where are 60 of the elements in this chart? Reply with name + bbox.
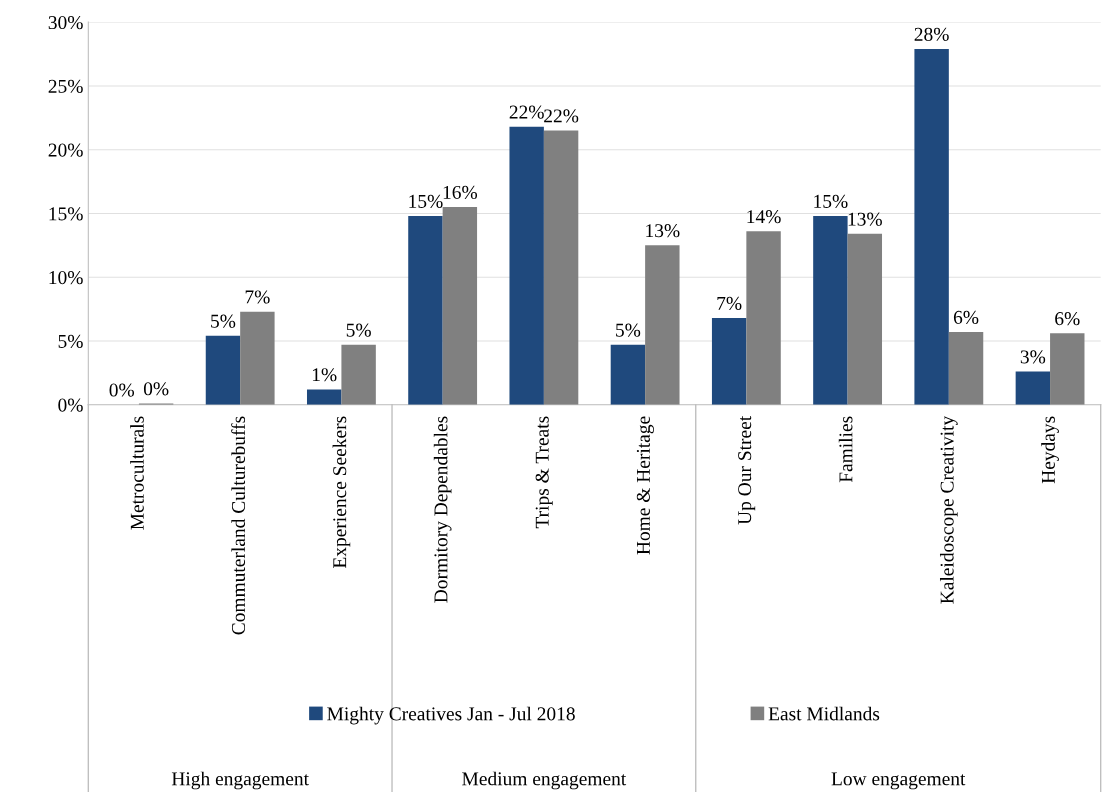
data-label: 3% xyxy=(1020,350,1046,364)
data-label: 15% xyxy=(814,194,848,208)
bar xyxy=(813,215,848,405)
data-label: 5% xyxy=(616,323,641,337)
data-label: 15% xyxy=(409,194,443,208)
x-tick-label: Metroculturals xyxy=(130,416,144,530)
data-label: 22% xyxy=(544,109,579,123)
data-label: 5% xyxy=(211,314,236,328)
x-tick-label: Experience Seekers xyxy=(332,416,351,569)
bar xyxy=(341,344,376,405)
y-tick-label: 30% xyxy=(48,15,83,30)
text: Medium engagement xyxy=(462,771,627,790)
bar xyxy=(645,245,680,405)
bar xyxy=(847,233,883,405)
data-label: 6% xyxy=(953,310,979,324)
data-label: 6% xyxy=(1055,312,1080,326)
bar xyxy=(610,344,646,405)
data-label: 0% xyxy=(109,383,135,397)
bar xyxy=(306,389,342,405)
bar xyxy=(1015,371,1051,405)
text: Low engagement xyxy=(831,772,966,790)
bar xyxy=(240,311,275,405)
bar xyxy=(509,126,544,405)
data-label: 13% xyxy=(848,212,882,226)
bar xyxy=(543,130,579,405)
x-tick-label: Kaleidoscope Creativity xyxy=(939,415,958,604)
y-tick-label: 15% xyxy=(49,207,83,221)
text: High engagement xyxy=(171,771,309,790)
y-tick-label: 0% xyxy=(58,398,83,412)
data-label: 13% xyxy=(646,224,680,238)
legend-label: Mighty Creatives Jan - Jul 2018 xyxy=(327,706,575,725)
x-tick-label: Heydays xyxy=(1041,416,1059,484)
y-tick-label: 5% xyxy=(58,334,83,348)
data-label: 22% xyxy=(509,105,544,119)
x-tick-label: Commuterland Culturebuffs xyxy=(231,416,246,635)
bar xyxy=(408,215,443,405)
legend-label: East Midlands xyxy=(768,706,880,721)
data-label: 28% xyxy=(914,27,949,41)
bar xyxy=(746,231,781,405)
data-label: 14% xyxy=(747,210,781,224)
bar xyxy=(948,332,984,405)
x-tick-label: Dormitory Dependables xyxy=(433,416,452,603)
data-label: 1% xyxy=(312,368,337,382)
x-tick-label: Up Our Street xyxy=(738,415,756,525)
data-label: 7% xyxy=(245,290,270,304)
bar xyxy=(711,318,747,405)
data-label: 0% xyxy=(143,382,169,396)
data-label: 7% xyxy=(717,296,742,310)
x-tick-label: Families xyxy=(838,416,853,483)
x-tick-label: Trips & Treats xyxy=(535,416,553,529)
y-tick-label: 25% xyxy=(48,79,83,93)
bar xyxy=(1050,333,1085,405)
y-tick-label: 10% xyxy=(49,271,83,285)
data-label: 5% xyxy=(346,323,371,337)
y-tick-label: 20% xyxy=(48,143,83,157)
bar xyxy=(914,48,949,405)
x-tick-label: Home & Heritage xyxy=(636,416,654,555)
bar xyxy=(442,207,478,405)
bar xyxy=(205,335,241,405)
data-label: 16% xyxy=(443,185,478,200)
